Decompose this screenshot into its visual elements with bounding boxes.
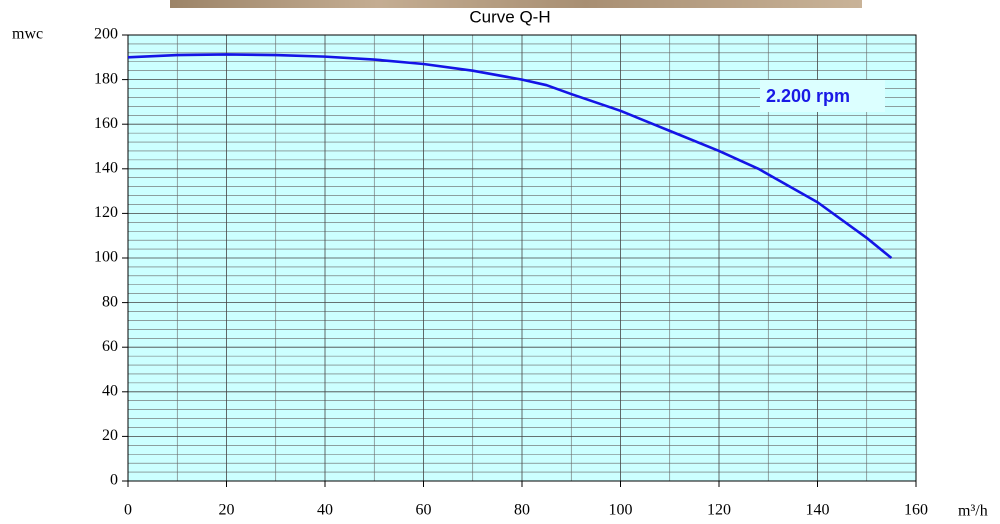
x-axis-label: m³/h (958, 503, 988, 520)
chart-title: Curve Q-H (469, 7, 550, 26)
y-tick-label: 60 (102, 338, 118, 355)
y-tick-label: 180 (94, 70, 118, 87)
curve (127, 53, 893, 260)
annotation: 2.200 rpm (766, 86, 850, 106)
x-tick-label: 80 (514, 502, 530, 519)
x-tick-label: 140 (806, 502, 830, 519)
y-tick-label: 160 (94, 115, 118, 132)
x-tick-label: 0 (124, 502, 132, 519)
y-tick-label: 200 (94, 26, 118, 43)
y-tick-label: 120 (94, 204, 118, 221)
y-tick-label: 140 (94, 159, 118, 176)
x-tick-label: 160 (904, 502, 928, 519)
x-tick-label: 20 (219, 502, 235, 519)
banner-image (170, 0, 862, 8)
annotation-box (760, 80, 885, 112)
y-tick-label: 20 (102, 427, 118, 444)
y-tick-label: 40 (102, 382, 118, 399)
y-axis-label: mwc (12, 26, 43, 43)
x-tick-label: 40 (317, 502, 333, 519)
x-tick-label: 120 (707, 502, 731, 519)
x-tick-label: 60 (416, 502, 432, 519)
y-tick-label: 0 (110, 472, 118, 489)
x-tick-label: 100 (609, 502, 633, 519)
y-tick-label: 80 (102, 293, 118, 310)
plot-border (127, 34, 917, 482)
y-tick-label: 100 (94, 249, 118, 266)
